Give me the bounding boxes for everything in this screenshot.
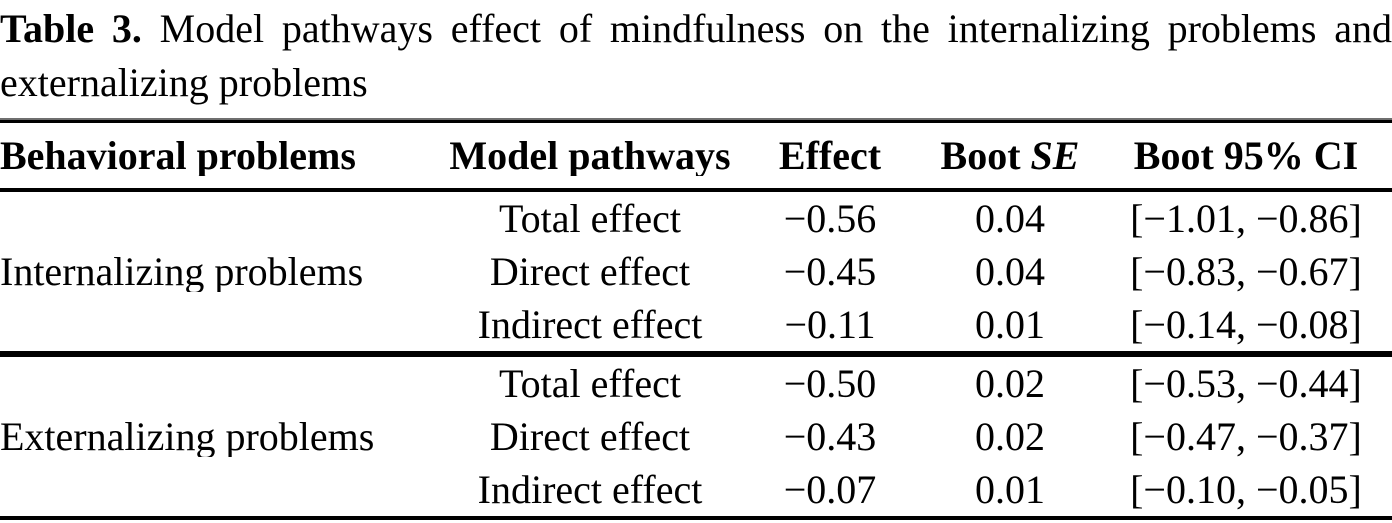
ci-cell: [−0.14, −0.08] — [1130, 304, 1362, 345]
col-header-effect: Effect — [778, 135, 882, 176]
pathway-cell: Total effect — [499, 363, 681, 404]
ci-cell: [−0.47, −0.37] — [1130, 416, 1362, 457]
externalizing-problems-group: Externalizing problems Total effect −0.5… — [0, 357, 1392, 516]
table-top-rule — [0, 118, 1392, 123]
boot-se-cell: 0.02 — [975, 363, 1045, 404]
header-underline-rule — [0, 188, 1392, 192]
row-group-label-internalizing: Internalizing problems — [0, 251, 364, 292]
ci-cell: [−0.53, −0.44] — [1130, 363, 1362, 404]
boot-se-cell: 0.01 — [975, 304, 1045, 345]
effect-cell: −0.11 — [784, 304, 876, 345]
boot-se-cell: 0.01 — [975, 469, 1045, 510]
pathway-cell: Direct effect — [489, 416, 691, 457]
effect-cell: −0.50 — [783, 363, 877, 404]
ci-cell: [−1.01, −0.86] — [1130, 198, 1362, 239]
effect-cell: −0.56 — [783, 198, 877, 239]
col-header-boot-95-ci: Boot 95% CI — [1133, 135, 1359, 176]
pathway-cell: Total effect — [499, 198, 681, 239]
effect-cell: −0.07 — [783, 469, 877, 510]
table-header-row: Behavioral problems Model pathways Effec… — [0, 123, 1392, 188]
ci-cell: [−0.83, −0.67] — [1130, 251, 1362, 292]
effect-cell: −0.43 — [783, 416, 877, 457]
ci-cell: [−0.10, −0.05] — [1130, 469, 1362, 510]
col-header-boot-se: Boot SE — [920, 136, 1100, 176]
boot-se-italic: SE — [1030, 135, 1080, 176]
caption-table-number: Table 3. — [0, 6, 142, 51]
boot-se-cell: 0.04 — [975, 251, 1045, 292]
col-header-behavioral-problems: Behavioral problems — [0, 135, 356, 176]
pathway-cell: Indirect effect — [477, 469, 703, 510]
col-header-model-pathways: Model pathways — [449, 135, 731, 176]
pathway-cell: Direct effect — [489, 251, 691, 292]
row-group-label-externalizing: Externalizing problems — [0, 416, 375, 457]
caption-line-1: Table 3. Model pathways effect of mindfu… — [0, 2, 1392, 56]
caption-text: Model pathways effect of mindfulness on … — [141, 6, 1392, 51]
table-caption: Table 3. Model pathways effect of mindfu… — [0, 0, 1392, 118]
boot-se-prefix: Boot — [940, 135, 1031, 176]
pathway-cell: Indirect effect — [477, 304, 703, 345]
boot-se-cell: 0.02 — [975, 416, 1045, 457]
boot-se-cell: 0.04 — [975, 198, 1045, 239]
caption-line-2: externalizing problems — [0, 60, 368, 105]
section-divider-rule — [0, 351, 1392, 357]
table-bottom-rule — [0, 516, 1392, 520]
internalizing-problems-group: Internalizing problems Total effect −0.5… — [0, 192, 1392, 351]
effect-cell: −0.45 — [783, 251, 877, 292]
